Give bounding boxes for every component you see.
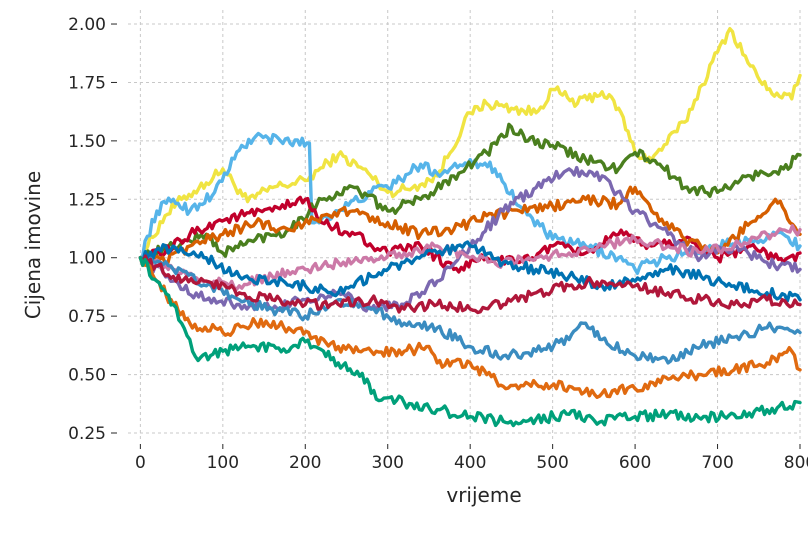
x-tick-label: 600 [619, 453, 651, 473]
y-tick-label: 1.00 [68, 249, 106, 269]
x-tick-label: 800 [784, 453, 808, 473]
y-tick-label: 0.75 [68, 307, 106, 327]
x-tick-label: 700 [701, 453, 733, 473]
y-tick-label: 2.00 [68, 15, 106, 35]
y-tick-label: 0.50 [68, 366, 106, 386]
x-tick-label: 200 [289, 453, 321, 473]
axes: 0 100 200 300 400 500 600 700 800 0.25 0.50 0.75 1.0… [68, 15, 808, 473]
series-line [138, 240, 802, 303]
series-line [138, 256, 802, 428]
series-line [138, 256, 802, 365]
x-axis-label: vrijeme [446, 483, 521, 507]
series-line [138, 254, 802, 315]
y-tick-label: 0.25 [68, 424, 106, 444]
y-tick-label: 1.25 [68, 190, 106, 210]
y-tick-label: 1.50 [68, 132, 106, 152]
series-line [138, 122, 802, 264]
series-line [138, 256, 802, 399]
y-tick-label: 1.75 [68, 73, 106, 93]
x-tick-label: 500 [536, 453, 568, 473]
series-line [138, 185, 802, 266]
series-line [138, 224, 802, 291]
series-line [138, 27, 802, 261]
x-tick-label: 0 [135, 453, 146, 473]
series-lines [138, 27, 802, 428]
y-axis-label: Cijena imovine [21, 171, 45, 319]
x-tick-label: 300 [372, 453, 404, 473]
x-tick-label: 400 [454, 453, 486, 473]
x-tick-label: 100 [207, 453, 239, 473]
